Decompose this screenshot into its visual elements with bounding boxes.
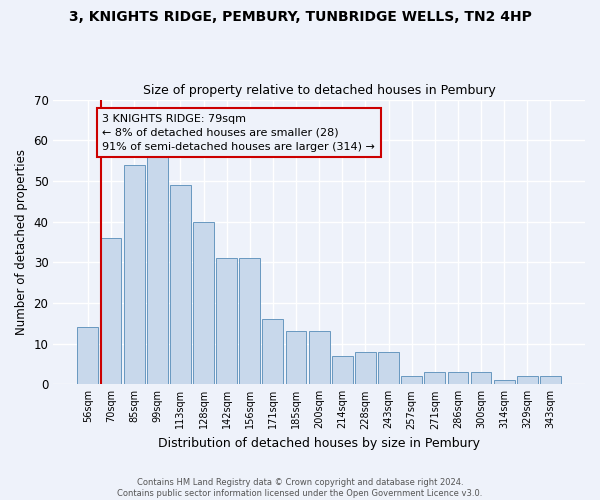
X-axis label: Distribution of detached houses by size in Pembury: Distribution of detached houses by size … — [158, 437, 480, 450]
Bar — [378, 352, 399, 384]
Bar — [470, 372, 491, 384]
Bar — [332, 356, 353, 384]
Bar — [262, 319, 283, 384]
Bar — [355, 352, 376, 384]
Bar — [517, 376, 538, 384]
Bar — [216, 258, 237, 384]
Bar — [147, 148, 167, 384]
Bar — [286, 332, 307, 384]
Bar — [239, 258, 260, 384]
Title: Size of property relative to detached houses in Pembury: Size of property relative to detached ho… — [143, 84, 496, 97]
Text: Contains HM Land Registry data © Crown copyright and database right 2024.
Contai: Contains HM Land Registry data © Crown c… — [118, 478, 482, 498]
Bar — [424, 372, 445, 384]
Bar — [401, 376, 422, 384]
Bar — [193, 222, 214, 384]
Text: 3 KNIGHTS RIDGE: 79sqm
← 8% of detached houses are smaller (28)
91% of semi-deta: 3 KNIGHTS RIDGE: 79sqm ← 8% of detached … — [102, 114, 375, 152]
Bar — [77, 328, 98, 384]
Bar — [494, 380, 515, 384]
Bar — [448, 372, 469, 384]
Bar — [540, 376, 561, 384]
Bar — [124, 164, 145, 384]
Bar — [309, 332, 329, 384]
Text: 3, KNIGHTS RIDGE, PEMBURY, TUNBRIDGE WELLS, TN2 4HP: 3, KNIGHTS RIDGE, PEMBURY, TUNBRIDGE WEL… — [68, 10, 532, 24]
Bar — [170, 185, 191, 384]
Y-axis label: Number of detached properties: Number of detached properties — [15, 149, 28, 335]
Bar — [101, 238, 121, 384]
